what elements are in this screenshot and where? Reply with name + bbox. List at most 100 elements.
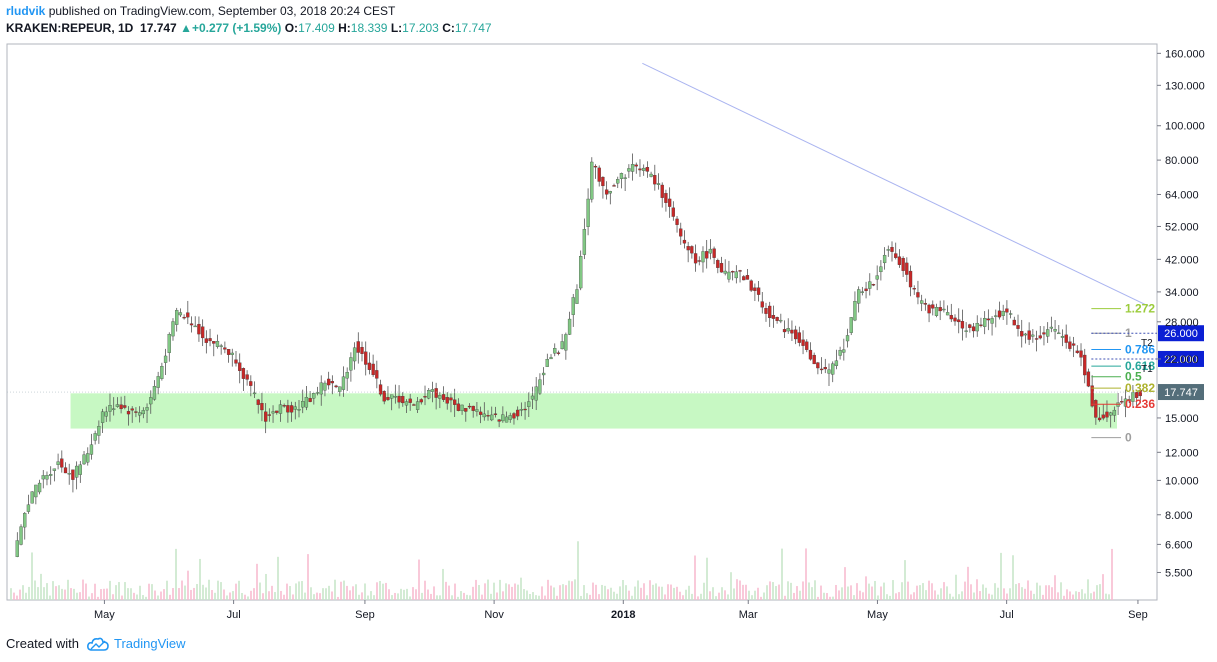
- x-tick-label: May: [94, 609, 115, 621]
- candle-body: [923, 303, 928, 305]
- volume-bar: [628, 590, 630, 600]
- candle-body: [430, 389, 435, 392]
- author-link[interactable]: rludvik: [6, 4, 46, 18]
- candle-body: [1075, 350, 1079, 353]
- volume-bar: [1054, 575, 1056, 600]
- volume-bar: [1063, 595, 1065, 600]
- candle-body: [782, 329, 787, 333]
- candle-body: [178, 312, 183, 316]
- candle-body: [786, 328, 790, 332]
- candle-body: [649, 173, 653, 177]
- candle-body: [334, 385, 338, 388]
- candle-body: [37, 482, 42, 493]
- candle-body: [734, 271, 738, 279]
- candle-body: [338, 386, 342, 392]
- candle-body: [864, 288, 868, 292]
- candle-body: [71, 469, 75, 480]
- candle-body: [319, 382, 323, 395]
- candle-body: [60, 458, 64, 468]
- volume-bar: [196, 584, 198, 600]
- candle-body: [271, 411, 275, 414]
- candle-body: [393, 396, 398, 398]
- volume-bar: [772, 582, 774, 600]
- candle-body: [390, 394, 394, 399]
- volume-bar: [151, 584, 153, 600]
- candle-body: [501, 414, 505, 422]
- candle-body: [186, 312, 190, 318]
- candle-body: [226, 349, 231, 355]
- candle-body: [52, 468, 57, 471]
- volume-bar: [451, 595, 453, 600]
- volume-bar: [169, 594, 171, 600]
- volume-bar: [520, 577, 522, 600]
- volume-bar: [652, 584, 654, 600]
- candle-body: [975, 323, 979, 332]
- volume-bar: [88, 596, 90, 600]
- volume-bar: [931, 583, 933, 600]
- volume-bar: [421, 592, 423, 600]
- candle-body: [26, 504, 31, 512]
- volume-bar: [928, 580, 930, 600]
- y-axis: 160.000 130.000 100.000 80.000 64.000 52.000 4…: [1157, 48, 1205, 579]
- candle-body: [645, 167, 650, 172]
- volume-bar: [745, 584, 747, 600]
- volume-bar: [589, 594, 591, 600]
- volume-bar: [1084, 593, 1086, 600]
- volume-bar: [769, 581, 771, 600]
- volume-bar: [616, 593, 618, 600]
- candle-body: [471, 405, 475, 411]
- volume-bar: [430, 593, 432, 600]
- candle-body: [397, 395, 401, 403]
- volume-bar: [1024, 588, 1026, 600]
- volume-bar: [763, 592, 765, 600]
- candle-body: [920, 300, 924, 304]
- volume-bar: [991, 594, 993, 600]
- candle-body: [286, 405, 290, 413]
- candle-body: [768, 305, 772, 319]
- candle-body: [486, 415, 490, 417]
- candle-body: [249, 381, 253, 386]
- volume-bar: [472, 586, 474, 600]
- x-tick-label: 2018: [611, 609, 635, 621]
- volume-bar: [862, 592, 864, 600]
- open-label: O:: [284, 21, 299, 35]
- volume-bar: [853, 595, 855, 600]
- volume-bar: [625, 585, 627, 600]
- volume-bar: [178, 588, 180, 600]
- candle-body: [230, 352, 234, 355]
- volume-bar: [304, 592, 306, 600]
- volume-bar: [757, 587, 759, 600]
- volume-bar: [547, 579, 549, 600]
- candle-body: [163, 355, 168, 363]
- volume-bar: [295, 583, 297, 600]
- candle-body: [41, 475, 45, 480]
- target-price-box: [1158, 350, 1204, 367]
- candle-body: [616, 179, 620, 184]
- volume-bar: [211, 589, 213, 600]
- candle-body: [545, 359, 549, 367]
- candle-body: [1057, 332, 1061, 335]
- candle-body: [834, 360, 839, 366]
- tradingview-logo-link[interactable]: TradingView: [87, 636, 186, 651]
- candle-body: [238, 362, 242, 371]
- volume-bar: [667, 584, 669, 600]
- up-triangle-icon: ▲: [180, 21, 192, 35]
- y-tick-label: 15.000: [1165, 413, 1199, 425]
- volume-bar: [718, 592, 720, 600]
- volume-bar: [562, 584, 564, 600]
- candle-body: [986, 318, 991, 321]
- candle-body: [538, 379, 542, 394]
- volume-bar: [127, 588, 129, 600]
- low-value: 17.203: [402, 21, 439, 35]
- support-zone: [70, 393, 1118, 429]
- volume-bar: [706, 557, 708, 600]
- volume-bar: [994, 583, 996, 600]
- y-tick-label: 22.000: [1165, 354, 1199, 366]
- candle-body: [712, 248, 716, 258]
- volume-bar: [82, 579, 84, 600]
- symbol-label[interactable]: KRAKEN:REPEUR, 1D: [6, 21, 134, 35]
- last-price: 17.747: [140, 21, 177, 35]
- candle-body: [730, 271, 735, 273]
